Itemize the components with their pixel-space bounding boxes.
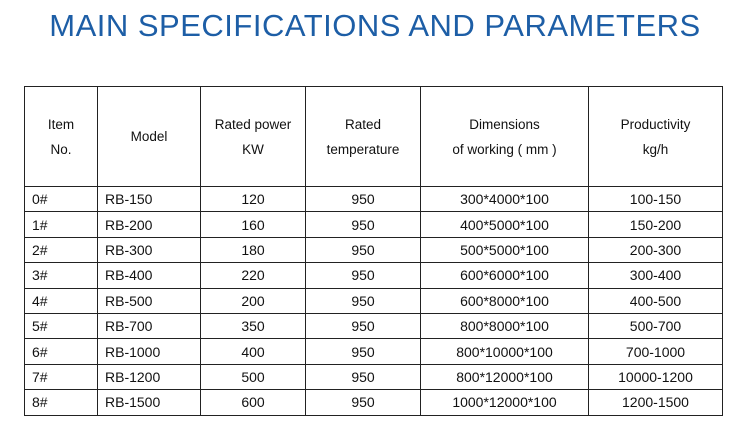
table-cell: 2# bbox=[24, 236, 98, 264]
table-cell: 7# bbox=[24, 363, 98, 391]
header-cell: Rated power KW bbox=[200, 86, 306, 187]
table-body: 0# RB-150 120 950 300*4000*100 100-150 1# RB-20… bbox=[24, 185, 723, 416]
table-cell: RB-1000 bbox=[97, 338, 201, 365]
header-text: Rated power bbox=[214, 116, 292, 132]
table-cell: 950 bbox=[305, 363, 421, 391]
table-cell: 950 bbox=[305, 338, 421, 365]
table-cell: RB-1500 bbox=[97, 389, 201, 416]
header-cell: Model bbox=[97, 86, 201, 187]
table-cell: 180 bbox=[200, 236, 306, 264]
table-cell: 800*8000*100 bbox=[420, 312, 589, 340]
table-cell: 950 bbox=[305, 389, 421, 416]
page-title: MAIN SPECIFICATIONS AND PARAMETERS bbox=[49, 8, 701, 43]
table-cell: 160 bbox=[200, 211, 306, 238]
table-cell: 400-500 bbox=[588, 287, 723, 314]
table-cell: 8# bbox=[24, 389, 98, 416]
table-cell: 100-150 bbox=[588, 185, 723, 213]
table-cell: 300-400 bbox=[588, 262, 723, 289]
table-cell: 1000*12000*100 bbox=[420, 389, 589, 416]
table-cell: 1200-1500 bbox=[588, 389, 723, 416]
table-cell: 400 bbox=[200, 338, 306, 365]
table-cell: RB-500 bbox=[97, 287, 201, 314]
table-cell: 500 bbox=[200, 363, 306, 391]
table-cell: 300*4000*100 bbox=[420, 185, 589, 213]
table-cell: 950 bbox=[305, 185, 421, 213]
table-row: 0# RB-150 120 950 300*4000*100 100-150 bbox=[24, 185, 723, 213]
header-cell: Productivity kg/h bbox=[588, 86, 723, 187]
header-text: Productivity bbox=[620, 116, 691, 132]
header-text: temperature bbox=[326, 141, 400, 157]
table-cell: 950 bbox=[305, 312, 421, 340]
table-cell: 4# bbox=[24, 287, 98, 314]
table-cell: 220 bbox=[200, 262, 306, 289]
table-cell: 150-200 bbox=[588, 211, 723, 238]
table-cell: RB-700 bbox=[97, 312, 201, 340]
table-row: 7# RB-1200 500 950 800*12000*100 10000-1200 bbox=[24, 363, 723, 391]
header-text: Rated bbox=[344, 116, 382, 132]
table-row: 1# RB-200 160 950 400*5000*100 150-200 bbox=[24, 211, 723, 238]
table-row: 3# RB-400 220 950 600*6000*100 300-400 bbox=[24, 262, 723, 289]
table-cell: RB-150 bbox=[97, 185, 201, 213]
table-cell: 600*8000*100 bbox=[420, 287, 589, 314]
table-cell: 950 bbox=[305, 211, 421, 238]
table-cell: 400*5000*100 bbox=[420, 211, 589, 238]
header-text: Dimensions bbox=[469, 116, 540, 132]
header-text: kg/h bbox=[642, 141, 669, 157]
table-cell: 200 bbox=[200, 287, 306, 314]
header-cell: Rated temperature bbox=[305, 86, 421, 187]
header-text: KW bbox=[242, 141, 264, 157]
table-cell: 500-700 bbox=[588, 312, 723, 340]
table-cell: 500*5000*100 bbox=[420, 236, 589, 264]
table-cell: 950 bbox=[305, 287, 421, 314]
table-cell: 120 bbox=[200, 185, 306, 213]
table-row: 6# RB-1000 400 950 800*10000*100 700-1000 bbox=[24, 338, 723, 365]
table-cell: 5# bbox=[24, 312, 98, 340]
table-cell: RB-1200 bbox=[97, 363, 201, 391]
table-row: 2# RB-300 180 950 500*5000*100 200-300 bbox=[24, 236, 723, 264]
table-cell: 600*6000*100 bbox=[420, 262, 589, 289]
table-cell: 200-300 bbox=[588, 236, 723, 264]
header-row: Item No. Model Rated power KW Rated temperatur… bbox=[24, 86, 723, 187]
table-cell: 10000-1200 bbox=[588, 363, 723, 391]
table-row: 5# RB-700 350 950 800*8000*100 500-700 bbox=[24, 312, 723, 340]
spec-table: Item No. Model Rated power KW Rated temperatur… bbox=[24, 86, 723, 416]
table-cell: 6# bbox=[24, 338, 98, 365]
header-text: Model bbox=[130, 129, 168, 144]
table-row: 4# RB-500 200 950 600*8000*100 400-500 bbox=[24, 287, 723, 314]
table-cell: 950 bbox=[305, 262, 421, 289]
table-cell: 350 bbox=[200, 312, 306, 340]
table-cell: 800*12000*100 bbox=[420, 363, 589, 391]
header-text: No. bbox=[50, 141, 72, 157]
table-cell: 800*10000*100 bbox=[420, 338, 589, 365]
table-cell: 700-1000 bbox=[588, 338, 723, 365]
header-text: of working ( mm ) bbox=[452, 141, 557, 157]
table-cell: 0# bbox=[24, 185, 98, 213]
table-cell: RB-400 bbox=[97, 262, 201, 289]
table-cell: 950 bbox=[305, 236, 421, 264]
header-text: Item bbox=[47, 116, 75, 132]
table-cell: 3# bbox=[24, 262, 98, 289]
table-cell: RB-200 bbox=[97, 211, 201, 238]
table-cell: RB-300 bbox=[97, 236, 201, 264]
table-cell: 600 bbox=[200, 389, 306, 416]
header-cell: Item No. bbox=[24, 86, 98, 187]
header-cell: Dimensions of working ( mm ) bbox=[420, 86, 589, 187]
table-cell: 1# bbox=[24, 211, 98, 238]
table-row: 8# RB-1500 600 950 1000*12000*100 1200-1500 bbox=[24, 389, 723, 416]
